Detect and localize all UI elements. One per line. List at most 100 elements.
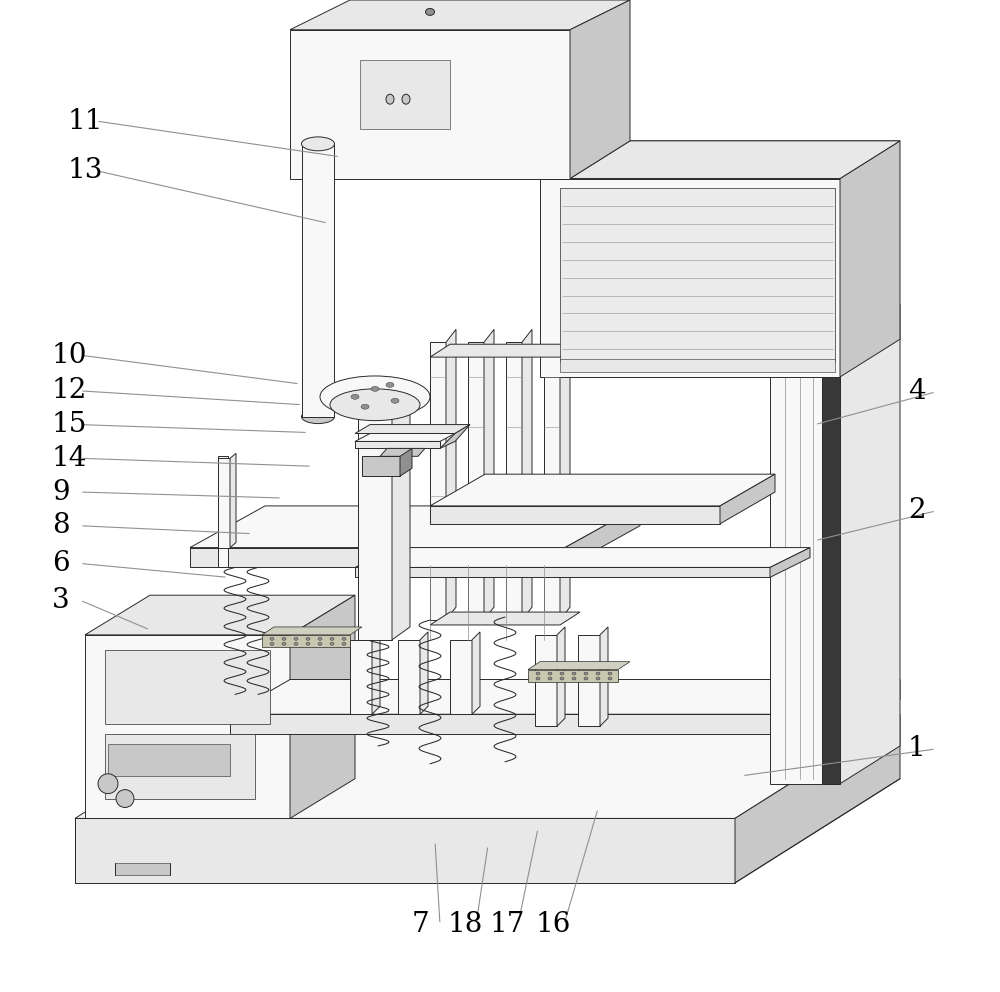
Text: 17: 17 xyxy=(490,911,526,938)
Ellipse shape xyxy=(320,376,430,418)
Ellipse shape xyxy=(351,395,359,400)
Polygon shape xyxy=(570,141,900,179)
Polygon shape xyxy=(600,627,608,726)
Ellipse shape xyxy=(536,673,540,675)
Text: 7: 7 xyxy=(412,911,430,938)
Ellipse shape xyxy=(596,673,600,675)
Polygon shape xyxy=(472,632,480,714)
Polygon shape xyxy=(190,548,565,567)
Text: 2: 2 xyxy=(908,497,926,525)
Polygon shape xyxy=(770,305,900,342)
Text: 8: 8 xyxy=(52,512,70,540)
Polygon shape xyxy=(262,627,362,635)
Ellipse shape xyxy=(270,643,274,646)
Ellipse shape xyxy=(596,678,600,681)
Ellipse shape xyxy=(330,643,334,646)
Ellipse shape xyxy=(361,405,369,410)
Ellipse shape xyxy=(371,387,379,392)
Ellipse shape xyxy=(357,399,393,415)
Ellipse shape xyxy=(548,678,552,681)
Polygon shape xyxy=(355,567,770,577)
Polygon shape xyxy=(350,640,372,714)
Polygon shape xyxy=(230,714,840,734)
Polygon shape xyxy=(190,506,640,548)
Polygon shape xyxy=(840,141,900,377)
Polygon shape xyxy=(85,595,355,635)
Polygon shape xyxy=(75,818,735,883)
Text: 3: 3 xyxy=(52,586,70,614)
Text: 13: 13 xyxy=(68,157,103,185)
Ellipse shape xyxy=(282,643,286,646)
Polygon shape xyxy=(355,434,455,441)
Ellipse shape xyxy=(342,638,346,641)
Text: 6: 6 xyxy=(52,550,70,577)
Ellipse shape xyxy=(270,638,274,641)
Ellipse shape xyxy=(560,678,564,681)
Ellipse shape xyxy=(318,643,322,646)
Polygon shape xyxy=(528,662,630,670)
Polygon shape xyxy=(430,344,580,357)
Polygon shape xyxy=(450,640,472,714)
Polygon shape xyxy=(446,329,456,620)
Polygon shape xyxy=(355,548,810,567)
Polygon shape xyxy=(560,188,835,362)
Ellipse shape xyxy=(386,94,394,104)
Polygon shape xyxy=(290,0,630,30)
Polygon shape xyxy=(440,425,470,448)
Polygon shape xyxy=(355,441,440,448)
Polygon shape xyxy=(262,635,350,647)
Polygon shape xyxy=(544,342,560,620)
Polygon shape xyxy=(840,305,900,784)
Polygon shape xyxy=(565,506,640,567)
Ellipse shape xyxy=(306,643,310,646)
Polygon shape xyxy=(770,342,840,784)
Polygon shape xyxy=(115,863,170,875)
Polygon shape xyxy=(430,612,580,625)
Polygon shape xyxy=(362,456,400,476)
Polygon shape xyxy=(522,329,532,620)
Ellipse shape xyxy=(342,643,346,646)
Polygon shape xyxy=(840,680,900,734)
Polygon shape xyxy=(400,448,412,476)
Text: 16: 16 xyxy=(536,911,571,938)
Ellipse shape xyxy=(584,673,588,675)
Ellipse shape xyxy=(294,643,298,646)
Ellipse shape xyxy=(116,790,134,807)
Text: 10: 10 xyxy=(52,341,88,369)
Polygon shape xyxy=(506,342,522,620)
Ellipse shape xyxy=(330,389,420,421)
Polygon shape xyxy=(528,670,618,682)
Polygon shape xyxy=(822,342,840,784)
Text: 12: 12 xyxy=(52,377,87,405)
Polygon shape xyxy=(720,474,775,524)
Polygon shape xyxy=(430,506,720,524)
Polygon shape xyxy=(468,342,484,620)
Polygon shape xyxy=(75,714,900,818)
Text: 15: 15 xyxy=(52,411,87,438)
Ellipse shape xyxy=(282,638,286,641)
Ellipse shape xyxy=(402,94,410,104)
Text: 9: 9 xyxy=(52,478,70,506)
Polygon shape xyxy=(302,144,334,417)
Polygon shape xyxy=(560,329,570,620)
Text: 1: 1 xyxy=(908,735,926,763)
Polygon shape xyxy=(355,425,470,434)
Ellipse shape xyxy=(536,678,540,681)
Polygon shape xyxy=(484,329,494,620)
Ellipse shape xyxy=(386,382,394,387)
Ellipse shape xyxy=(98,774,118,794)
Polygon shape xyxy=(535,635,557,726)
Polygon shape xyxy=(372,632,380,714)
Ellipse shape xyxy=(608,673,612,675)
Ellipse shape xyxy=(560,673,564,675)
Polygon shape xyxy=(108,744,230,776)
Ellipse shape xyxy=(391,399,399,404)
Polygon shape xyxy=(540,179,840,377)
Ellipse shape xyxy=(306,638,310,641)
Polygon shape xyxy=(218,456,228,567)
Ellipse shape xyxy=(608,678,612,681)
Polygon shape xyxy=(360,60,450,129)
Ellipse shape xyxy=(572,678,576,681)
Polygon shape xyxy=(578,635,600,726)
Polygon shape xyxy=(380,448,425,456)
